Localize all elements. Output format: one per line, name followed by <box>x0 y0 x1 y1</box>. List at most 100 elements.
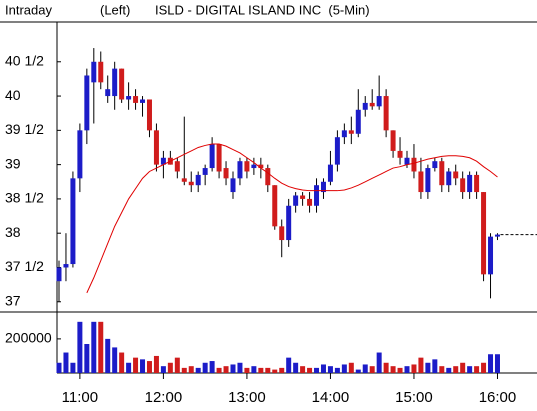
volume-bar <box>348 362 354 373</box>
candle-body <box>411 157 417 172</box>
candle-body <box>84 75 90 131</box>
volume-bar <box>390 366 396 373</box>
candle-body <box>425 168 431 193</box>
volume-bar <box>404 366 410 373</box>
volume-bar <box>174 357 180 373</box>
volume-bar <box>91 321 97 373</box>
candle-body <box>77 130 83 179</box>
candle-body <box>300 195 306 199</box>
header-label: Intraday <box>5 2 52 17</box>
candle-body <box>488 236 494 275</box>
candle-body <box>307 198 313 206</box>
candle-body <box>293 195 299 206</box>
candle-body <box>237 161 243 179</box>
x-tick-label: 12:00 <box>145 389 183 406</box>
candle-body <box>244 161 250 172</box>
volume-bar <box>84 344 90 373</box>
volume-bar <box>418 357 424 373</box>
volume-bar <box>70 362 76 373</box>
volume-bar <box>411 364 417 373</box>
volume-bar <box>126 362 132 373</box>
volume-bar <box>446 367 452 373</box>
volume-bar <box>209 361 215 373</box>
x-tick-label: 16:00 <box>479 389 517 406</box>
candle-body <box>98 61 104 83</box>
candle-body <box>160 157 166 165</box>
volume-bar <box>286 357 292 373</box>
candle-body <box>188 181 194 186</box>
candle-body <box>251 164 257 169</box>
y-tick-label: 37 <box>5 292 21 308</box>
candle-body <box>181 178 187 182</box>
candle-body <box>446 171 452 186</box>
volume-bar <box>327 366 333 373</box>
volume-bar <box>237 362 243 373</box>
candle-body <box>334 137 340 165</box>
candle-body <box>439 161 445 186</box>
candle-body <box>383 96 389 131</box>
volume-bar <box>369 366 375 373</box>
candle-body <box>314 185 320 206</box>
y-tick-label: 38 1/2 <box>5 190 44 206</box>
volume-bar <box>181 367 187 373</box>
x-tick-label: 11:00 <box>62 389 98 406</box>
candle-body <box>105 89 111 97</box>
volume-bar <box>188 366 194 373</box>
volume-bar <box>195 367 201 373</box>
candle-body <box>432 161 438 169</box>
candle-body <box>418 171 424 193</box>
candle-body <box>202 168 208 175</box>
candle-body <box>63 264 69 268</box>
candle-body <box>140 99 146 103</box>
y-tick-label: 38 <box>5 224 21 240</box>
candle-body <box>348 130 354 134</box>
volume-bar <box>432 359 438 373</box>
volume-bar <box>153 355 159 373</box>
candle-body <box>195 174 201 186</box>
header-scale: (Left) <box>100 2 130 17</box>
volume-bar <box>453 366 459 373</box>
x-tick-label: 13:00 <box>228 389 266 406</box>
candle-body <box>146 99 152 131</box>
volume-bar <box>481 362 487 373</box>
candle-body <box>56 267 62 282</box>
x-tick-label: 14:00 <box>312 389 350 406</box>
volume-bar <box>216 367 222 373</box>
candle-body <box>481 192 487 275</box>
volume-bar <box>98 321 104 373</box>
volume-bar <box>230 364 236 373</box>
candle-body <box>404 157 410 165</box>
candle-body <box>355 109 361 134</box>
volume-bar <box>279 367 285 373</box>
candle-body <box>369 102 375 107</box>
volume-bar <box>460 362 466 373</box>
candle-body <box>341 130 347 138</box>
candle-body <box>126 96 132 100</box>
chart-title: ISLD - DIGITAL ISLAND INC (5-Min) <box>155 2 370 17</box>
candle-body <box>362 102 368 110</box>
candle-body <box>494 234 500 237</box>
candle-body <box>453 171 459 179</box>
volume-bar <box>202 362 208 373</box>
volume-bar <box>425 362 431 373</box>
volume-bar <box>494 354 500 373</box>
volume-bar <box>300 366 306 373</box>
candle-body <box>265 168 271 186</box>
candle-body <box>119 68 125 100</box>
y-tick-label: 39 <box>5 155 21 171</box>
candle-body <box>467 174 473 193</box>
volume-bar <box>439 366 445 373</box>
volume-bar <box>56 362 62 373</box>
y-tick-label: 39 1/2 <box>5 121 44 137</box>
candle-body <box>230 178 236 193</box>
candle-body <box>216 144 222 172</box>
candle-body <box>397 150 403 158</box>
candle-body <box>320 181 326 193</box>
volume-bar <box>244 367 250 373</box>
volume-bar <box>112 347 118 373</box>
volume-bar <box>105 338 111 373</box>
volume-bar <box>307 367 313 373</box>
candle-body <box>390 130 396 151</box>
candle-body <box>460 178 466 193</box>
